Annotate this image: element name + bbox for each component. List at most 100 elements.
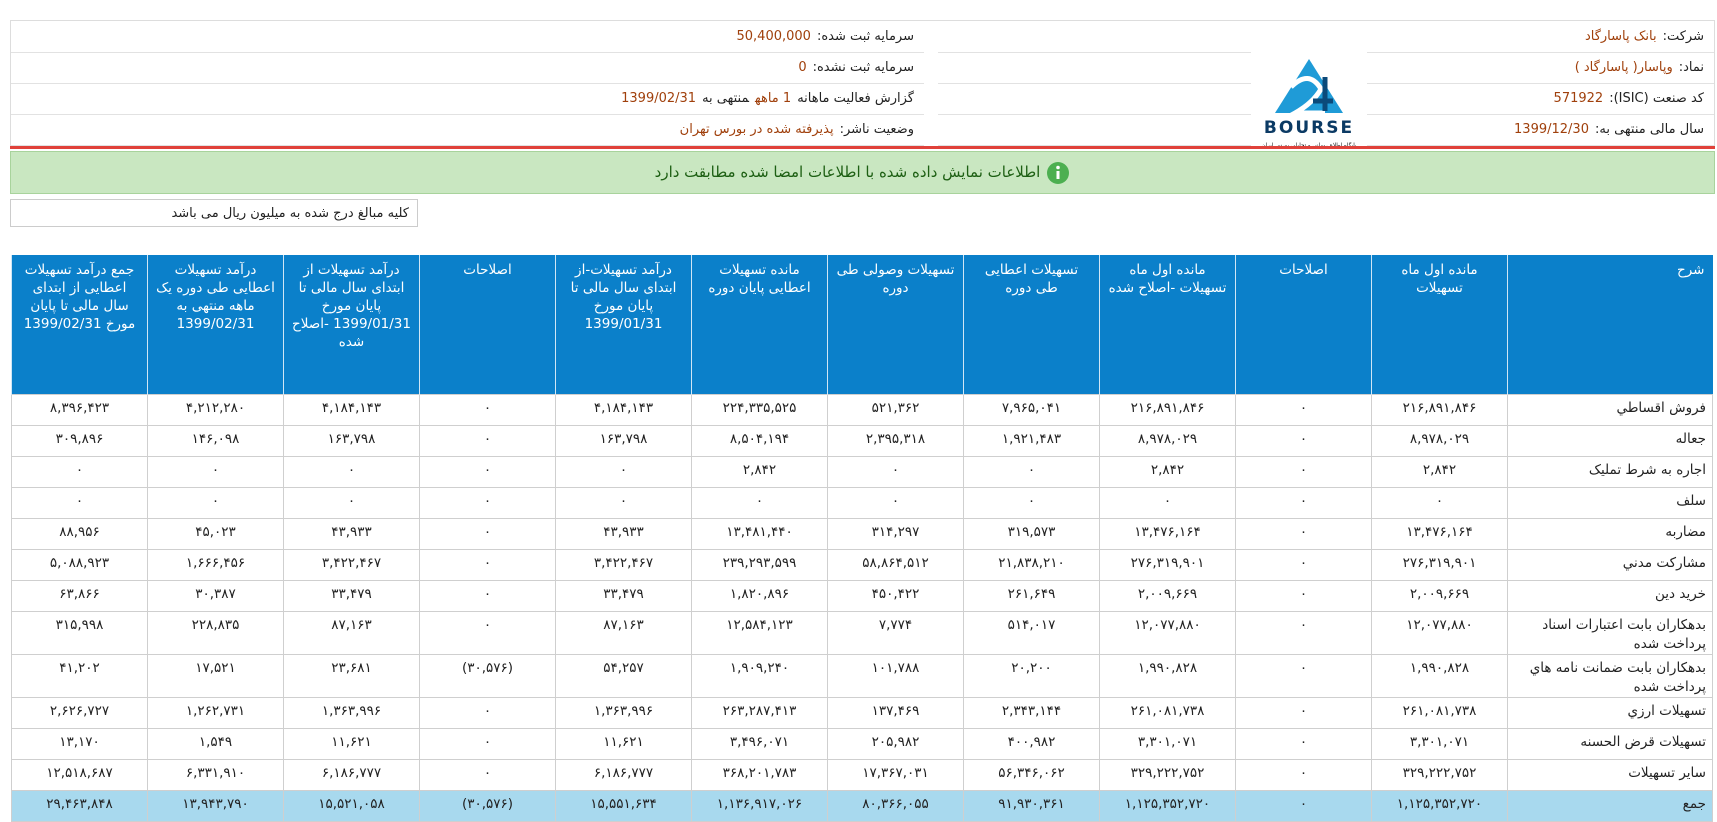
row-label: مشاركت مدني bbox=[1507, 549, 1713, 581]
data-row: تسهيلات قرض الحسنه ۳,۳۰۱,۰۷۱ ۰ ۳,۳۰۱,۰۷۱ ۴۰۰… bbox=[11, 728, 1713, 760]
row-label: جعاله bbox=[1507, 425, 1713, 457]
data-row: مضاربه ۱۳,۴۷۶,۱۶۴ ۰ ۱۳,۴۷۶,۱۶۴ ۳۱۹,۵۷۳ ۳۱۴,۲۹… bbox=[11, 518, 1713, 550]
cell: ۲,۸۴۲ bbox=[1371, 456, 1508, 488]
cell: ۴۱,۲۰۲ bbox=[11, 654, 148, 698]
cell: ۲۰۵,۹۸۲ bbox=[827, 728, 964, 760]
cell: ۳,۳۰۱,۰۷۱ bbox=[1371, 728, 1508, 760]
data-row: مشاركت مدني ۲۷۶,۳۱۹,۹۰۱ ۰ ۲۷۶,۳۱۹,۹۰۱ ۲۱,۸۳۸… bbox=[11, 549, 1713, 581]
cell: ۱۲,۰۷۷,۸۸۰ bbox=[1099, 611, 1236, 655]
cell: ۳۳,۴۷۹ bbox=[555, 580, 692, 612]
cell: ۰ bbox=[419, 518, 556, 550]
data-row: جعاله ۸,۹۷۸,۰۲۹ ۰ ۸,۹۷۸,۰۲۹ ۱,۹۲۱,۴۸۳ ۲,۳۹۵,۳… bbox=[11, 425, 1713, 457]
cell: ۴۳,۹۳۳ bbox=[283, 518, 420, 550]
cell: ۴,۱۸۴,۱۴۳ bbox=[555, 394, 692, 426]
cell: ۲,۸۴۲ bbox=[691, 456, 828, 488]
cell: ۸۷,۱۶۳ bbox=[555, 611, 692, 655]
cell: ۳,۴۹۶,۰۷۱ bbox=[691, 728, 828, 760]
cell: ۷,۹۶۵,۰۴۱ bbox=[963, 394, 1100, 426]
info-row: سرمایه ثبت شده: 50,400,000 bbox=[11, 21, 924, 53]
cell: ۸۸,۹۵۶ bbox=[11, 518, 148, 550]
column-header: اصلاحات bbox=[1235, 255, 1372, 395]
cell: ۲۷۶,۳۱۹,۹۰۱ bbox=[1371, 549, 1508, 581]
notice-text: اطلاعات نمایش داده شده با اطلاعات امضا ش… bbox=[654, 163, 1041, 181]
row-label: بدهكاران بابت اعتبارات اسناد پرداخت شده bbox=[1507, 611, 1713, 655]
cell: ۱,۱۲۵,۳۵۲,۷۲۰ bbox=[1099, 790, 1236, 822]
cell: ۱۳,۴۷۶,۱۶۴ bbox=[1371, 518, 1508, 550]
data-row: اجاره به شرط تمليک ۲,۸۴۲ ۰ ۲,۸۴۲ ۰ ۰ ۲,۸۴۲ ۰ ۰ ۰ ۰… bbox=[11, 456, 1713, 488]
cell: ۰ bbox=[11, 487, 148, 519]
cell: ۱۲,۵۱۸,۶۸۷ bbox=[11, 759, 148, 791]
info-row: وضعیت ناشر: پذیرفته شده در بورس تهران bbox=[11, 114, 924, 146]
cell: ۱,۹۲۱,۴۸۳ bbox=[963, 425, 1100, 457]
cell: ۰ bbox=[827, 456, 964, 488]
data-row: بدهكاران بابت ضمانت نامه هاي پرداخت شده ۱… bbox=[11, 654, 1713, 698]
cell: ۰ bbox=[147, 456, 284, 488]
cell: ۰ bbox=[1099, 487, 1236, 519]
cell: ۶,۳۳۱,۹۱۰ bbox=[147, 759, 284, 791]
data-row: سلف ۰ ۰ ۰ ۰ ۰ ۰ ۰ ۰ ۰ ۰ ۰ bbox=[11, 487, 1713, 519]
cell: ۱,۵۴۹ bbox=[147, 728, 284, 760]
info-row: گزارش فعالیت ماهانه 1 ماهه منتهی به 1399/02… bbox=[11, 83, 924, 115]
cell: ۳۱۹,۵۷۳ bbox=[963, 518, 1100, 550]
cell: ۶,۱۸۶,۷۷۷ bbox=[555, 759, 692, 791]
cell: ۲,۶۲۶,۷۲۷ bbox=[11, 697, 148, 729]
column-header: مانده تسهیلات اعطایی پایان دوره bbox=[691, 255, 828, 395]
cell: ۲,۳۹۵,۳۱۸ bbox=[827, 425, 964, 457]
cell: ۴۰۰,۹۸۲ bbox=[963, 728, 1100, 760]
logo-digit bbox=[1285, 76, 1325, 116]
row-label: اجاره به شرط تمليک bbox=[1507, 456, 1713, 488]
cell: ۲۳۹,۲۹۳,۵۹۹ bbox=[691, 549, 828, 581]
cell: ۷,۷۷۴ bbox=[827, 611, 964, 655]
cell: ۱۳,۴۷۶,۱۶۴ bbox=[1099, 518, 1236, 550]
cell: ۳۱۴,۲۹۷ bbox=[827, 518, 964, 550]
info-value: پذیرفته شده در بورس تهران bbox=[679, 122, 834, 137]
cell: ۱۱,۶۲۱ bbox=[283, 728, 420, 760]
cell: ۱۲,۵۸۴,۱۲۳ bbox=[691, 611, 828, 655]
cell: ۱,۱۳۶,۹۱۷,۰۲۶ bbox=[691, 790, 828, 822]
cell: ۰ bbox=[1235, 549, 1372, 581]
cell: (۳۰,۵۷۶) bbox=[419, 790, 556, 822]
column-header: مانده اول ماه تسهیلات -اصلاح شده bbox=[1099, 255, 1236, 395]
row-label: خريد دين bbox=[1507, 580, 1713, 612]
cell: ۰ bbox=[1235, 654, 1372, 698]
cell: ۱,۸۲۰,۸۹۶ bbox=[691, 580, 828, 612]
cell: ۰ bbox=[283, 456, 420, 488]
cell: ۰ bbox=[419, 394, 556, 426]
data-row: فروش اقساطي ۲۱۶,۸۹۱,۸۴۶ ۰ ۲۱۶,۸۹۱,۸۴۶ ۷,۹۶۵,… bbox=[11, 394, 1713, 426]
cell: ۰ bbox=[963, 456, 1100, 488]
cell: ۱۷,۵۲۱ bbox=[147, 654, 284, 698]
cell: ۰ bbox=[419, 580, 556, 612]
cell: ۴۳,۹۳۳ bbox=[555, 518, 692, 550]
cell: ۱۳۷,۴۶۹ bbox=[827, 697, 964, 729]
logo-subtitle: پایگاه اطلاع رسانی و تحلیلی بورس ایران bbox=[1262, 141, 1357, 149]
cell: ۴۵۰,۴۲۲ bbox=[827, 580, 964, 612]
cell: ۱۲,۰۷۷,۸۸۰ bbox=[1371, 611, 1508, 655]
cell: ۰ bbox=[419, 456, 556, 488]
cell: ۱۱,۶۲۱ bbox=[555, 728, 692, 760]
logo-digit bbox=[1313, 77, 1333, 111]
cell: ۲,۸۴۲ bbox=[1099, 456, 1236, 488]
cell: ۲,۰۰۹,۶۶۹ bbox=[1371, 580, 1508, 612]
cell: ۰ bbox=[963, 487, 1100, 519]
row-label: بدهكاران بابت ضمانت نامه هاي پرداخت شده bbox=[1507, 654, 1713, 698]
cell: ۰ bbox=[1235, 611, 1372, 655]
cell: ۲۶۳,۲۸۷,۴۱۳ bbox=[691, 697, 828, 729]
cell: ۲۱,۸۳۸,۲۱۰ bbox=[963, 549, 1100, 581]
cell: ۱۳,۹۴۳,۷۹۰ bbox=[147, 790, 284, 822]
data-row: بدهكاران بابت اعتبارات اسناد پرداخت شده ۱… bbox=[11, 611, 1713, 655]
data-row: ساير تسهيلات ۳۲۹,۲۲۲,۷۵۲ ۰ ۳۲۹,۲۲۲,۷۵۲ ۵۶,۳۴… bbox=[11, 759, 1713, 791]
cell: ۰ bbox=[1371, 487, 1508, 519]
cell: ۰ bbox=[1235, 728, 1372, 760]
cell: ۶,۱۸۶,۷۷۷ bbox=[283, 759, 420, 791]
cell: ۳,۴۲۲,۴۶۷ bbox=[555, 549, 692, 581]
info-label: شرکت: bbox=[1662, 29, 1704, 44]
cell: ۰ bbox=[11, 456, 148, 488]
cell: ۰ bbox=[1235, 518, 1372, 550]
cell: ۰ bbox=[419, 549, 556, 581]
cell: ۰ bbox=[419, 611, 556, 655]
cell: ۶۳,۸۶۶ bbox=[11, 580, 148, 612]
unit-note: کلیه مبالغ درج شده به میلیون ریال می باش… bbox=[10, 199, 418, 227]
cell: ۱۵,۵۲۱,۰۵۸ bbox=[283, 790, 420, 822]
data-row: خريد دين ۲,۰۰۹,۶۶۹ ۰ ۲,۰۰۹,۶۶۹ ۲۶۱,۶۴۹ ۴۵۰,۴۲… bbox=[11, 580, 1713, 612]
cell: ۴,۱۸۴,۱۴۳ bbox=[283, 394, 420, 426]
